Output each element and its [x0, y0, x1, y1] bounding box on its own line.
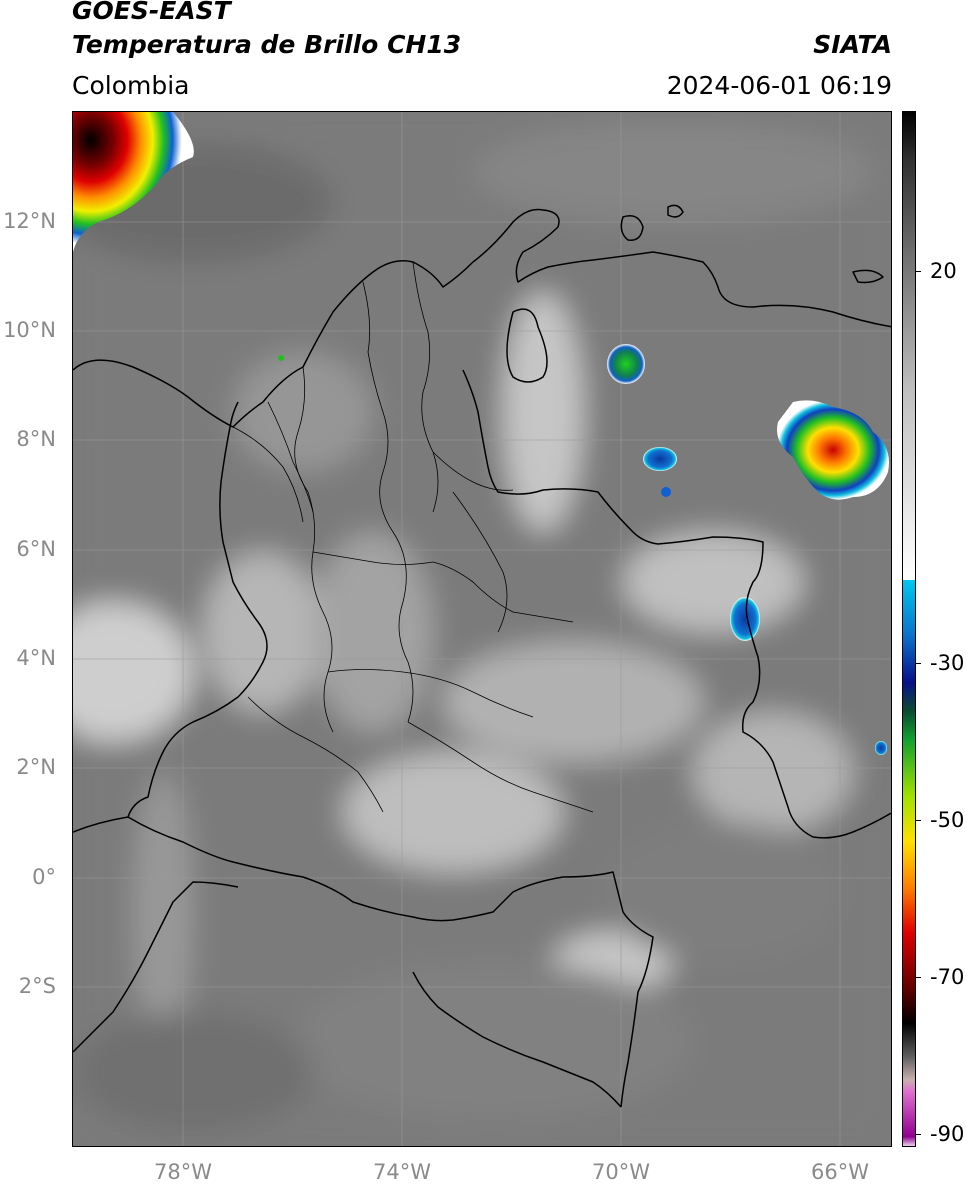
colorbar-label: -30 [930, 651, 965, 675]
map-canvas [73, 112, 891, 1146]
lat-label: 4°N [16, 646, 56, 670]
maracaibo-lake [506, 308, 548, 383]
satellite-title: GOES-EAST [72, 0, 231, 25]
colorbar-gradient [903, 112, 915, 1146]
caribbean-coast [73, 208, 891, 428]
storm-cell-small-1 [643, 447, 677, 471]
lat-label: 8°N [16, 427, 56, 451]
internal-boundaries [232, 261, 594, 813]
storm-cells [73, 112, 889, 755]
storm-cell-small-4 [661, 487, 671, 497]
colorbar-tick [916, 977, 921, 978]
coastlines [73, 204, 891, 1108]
agency-label: SIATA [813, 30, 892, 59]
peru-coast [73, 881, 239, 1053]
colorbar-tick [916, 663, 921, 664]
graticule [73, 112, 891, 1146]
lat-label: 10°N [3, 318, 56, 342]
colorbar-label: -90 [930, 1122, 965, 1146]
storm-cell-venezuela [607, 344, 645, 384]
storm-cell-east [777, 400, 889, 500]
ecuador-coast [73, 816, 129, 833]
cloud-texture [73, 112, 891, 1146]
lon-label: 66°W [811, 1160, 869, 1184]
region-label: Colombia [72, 71, 190, 100]
satellite-map[interactable] [72, 111, 892, 1147]
storm-cell-llanos [730, 597, 760, 641]
colorbar-label: -50 [930, 808, 965, 832]
colombia-peru-ecuador-border [127, 816, 654, 1108]
lat-label: 0° [32, 865, 56, 889]
storm-cell-small-2 [875, 741, 887, 755]
island-aruba [620, 215, 644, 241]
lat-label: 12°N [3, 209, 56, 233]
brazil-border [412, 971, 622, 1108]
lat-label: 2°N [16, 755, 56, 779]
lon-label: 78°W [154, 1160, 212, 1184]
colorbar-tick [916, 271, 921, 272]
colorbar-label: 20 [930, 259, 957, 283]
island-trinidad [852, 269, 884, 284]
lat-label: 6°N [16, 537, 56, 561]
ecuador-peru-coast [127, 401, 268, 818]
storm-cell-northwest [73, 112, 194, 252]
datetime-label: 2024-06-01 06:19 [666, 71, 892, 100]
colorbar-label: -70 [930, 965, 965, 989]
lon-label: 74°W [373, 1160, 431, 1184]
colorbar-tick [916, 820, 921, 821]
colombia-venezuela-border [462, 369, 891, 839]
storm-cell-small-3 [278, 355, 284, 361]
colorbar-tick [916, 1134, 921, 1135]
product-title: Temperatura de Brillo CH13 [72, 30, 462, 59]
island-curacao [667, 204, 684, 218]
temperature-colorbar [902, 111, 916, 1147]
lat-label: 2°S [18, 974, 56, 998]
lon-label: 70°W [592, 1160, 650, 1184]
